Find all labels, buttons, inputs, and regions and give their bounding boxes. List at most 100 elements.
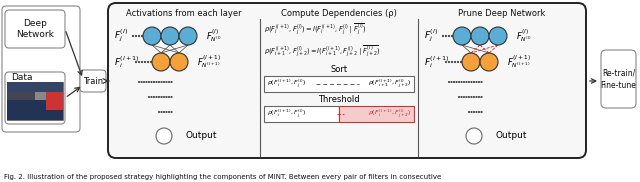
Circle shape xyxy=(166,111,167,113)
Bar xyxy=(264,76,414,92)
Circle shape xyxy=(466,81,467,83)
Circle shape xyxy=(147,61,149,63)
Text: Prune Deep Network: Prune Deep Network xyxy=(458,9,546,17)
Text: Data: Data xyxy=(12,72,33,82)
Text: $\rho(F_i^{(l+1)}, F_j^{(l)})$: $\rho(F_i^{(l+1)}, F_j^{(l)})$ xyxy=(267,78,306,90)
Text: $F_j^{(l)}$: $F_j^{(l)}$ xyxy=(424,28,438,44)
Circle shape xyxy=(158,111,160,113)
FancyBboxPatch shape xyxy=(5,72,65,124)
Circle shape xyxy=(478,111,480,113)
Bar xyxy=(264,106,339,122)
Circle shape xyxy=(461,96,462,98)
Circle shape xyxy=(161,111,163,113)
Text: $F_i^{(l+1)}$: $F_i^{(l+1)}$ xyxy=(424,54,450,70)
Text: $\rho(F_{i+1}^{(l+1)}, F_{j+2}^{(l)})$: $\rho(F_{i+1}^{(l+1)}, F_{j+2}^{(l)})$ xyxy=(367,78,411,90)
Text: Deep
Network: Deep Network xyxy=(16,19,54,39)
Text: $F_{N^{(l+1)}}^{(l+1)}$: $F_{N^{(l+1)}}^{(l+1)}$ xyxy=(197,54,221,70)
Text: Train: Train xyxy=(83,76,103,86)
Circle shape xyxy=(138,81,140,83)
Circle shape xyxy=(481,81,483,83)
Circle shape xyxy=(453,27,471,45)
Circle shape xyxy=(150,96,152,98)
Circle shape xyxy=(473,111,475,113)
Circle shape xyxy=(462,53,480,71)
Circle shape xyxy=(156,128,172,144)
Circle shape xyxy=(171,96,172,98)
Circle shape xyxy=(135,35,137,37)
Bar xyxy=(339,106,414,122)
Circle shape xyxy=(470,111,472,113)
Circle shape xyxy=(163,111,165,113)
Circle shape xyxy=(152,53,170,71)
Text: $F_{N^{(l+1)}}^{(l+1)}$: $F_{N^{(l+1)}}^{(l+1)}$ xyxy=(507,54,531,70)
Bar xyxy=(7,82,35,120)
FancyBboxPatch shape xyxy=(5,10,65,48)
Circle shape xyxy=(458,81,460,83)
Circle shape xyxy=(445,35,447,37)
Bar xyxy=(7,100,63,120)
Circle shape xyxy=(481,96,483,98)
Circle shape xyxy=(170,53,188,71)
Circle shape xyxy=(458,96,460,98)
Circle shape xyxy=(466,128,482,144)
Circle shape xyxy=(161,96,163,98)
Circle shape xyxy=(156,81,157,83)
Circle shape xyxy=(473,81,475,83)
Text: $F_{N^{(l)}}^{(l)}$: $F_{N^{(l)}}^{(l)}$ xyxy=(516,28,532,44)
Circle shape xyxy=(451,81,452,83)
Text: $\rho(F_i^{(l+1)}, F_{j+2}^{(l)})$: $\rho(F_i^{(l+1)}, F_{j+2}^{(l)})$ xyxy=(367,108,411,120)
Circle shape xyxy=(171,81,172,83)
Circle shape xyxy=(476,81,477,83)
Circle shape xyxy=(161,81,163,83)
Text: $F_i^{(l+1)}$: $F_i^{(l+1)}$ xyxy=(114,54,140,70)
Circle shape xyxy=(141,35,143,37)
Circle shape xyxy=(144,61,146,63)
Circle shape xyxy=(158,81,160,83)
Circle shape xyxy=(476,96,477,98)
Circle shape xyxy=(476,111,477,113)
Circle shape xyxy=(448,81,450,83)
Circle shape xyxy=(451,35,453,37)
Text: $F_j^{(l)}$: $F_j^{(l)}$ xyxy=(114,28,128,44)
Text: Activations from each layer: Activations from each layer xyxy=(126,9,242,17)
Circle shape xyxy=(460,61,462,63)
FancyBboxPatch shape xyxy=(601,50,636,108)
Circle shape xyxy=(451,61,453,63)
Bar xyxy=(7,82,63,120)
Circle shape xyxy=(470,81,472,83)
Circle shape xyxy=(456,81,458,83)
Circle shape xyxy=(453,81,455,83)
Circle shape xyxy=(179,27,197,45)
Circle shape xyxy=(171,111,172,113)
Circle shape xyxy=(163,81,165,83)
Text: Compute Dependencies (ρ): Compute Dependencies (ρ) xyxy=(281,9,397,17)
Circle shape xyxy=(168,81,170,83)
Text: $\rho(F_i^{(l+1)}, F_j^{(l)}) = I(F_i^{(l+1)}, F_j^{(l)} \mid \overline{F_j^{(l): $\rho(F_i^{(l+1)}, F_j^{(l)}) = I(F_i^{(… xyxy=(264,22,367,38)
Circle shape xyxy=(138,35,140,37)
Text: Output: Output xyxy=(186,132,218,141)
Circle shape xyxy=(448,35,450,37)
Circle shape xyxy=(141,81,142,83)
Circle shape xyxy=(158,96,160,98)
Circle shape xyxy=(468,81,470,83)
Circle shape xyxy=(166,96,167,98)
Circle shape xyxy=(481,111,483,113)
Text: $\rho(F_{i+1}^{(l+1)}, F_{j+2}^{(l)}) = I(F_{i+1}^{(l+1)}, F_{j+2}^{(l)} \mid \o: $\rho(F_{i+1}^{(l+1)}, F_{j+2}^{(l)}) = … xyxy=(264,44,381,60)
Circle shape xyxy=(143,81,145,83)
FancyBboxPatch shape xyxy=(108,3,586,158)
Circle shape xyxy=(143,27,161,45)
Circle shape xyxy=(144,35,146,37)
Circle shape xyxy=(148,96,150,98)
FancyBboxPatch shape xyxy=(80,70,106,92)
Circle shape xyxy=(448,61,450,63)
Text: Fig. 2. Illustration of the proposed strategy highlighting the components of MIN: Fig. 2. Illustration of the proposed str… xyxy=(4,174,441,180)
Circle shape xyxy=(471,27,489,45)
Text: Output: Output xyxy=(496,132,527,141)
Circle shape xyxy=(478,96,480,98)
Text: $\rho(F_i^{(l+1)}, F_j^{(l)})$: $\rho(F_i^{(l+1)}, F_j^{(l)})$ xyxy=(267,108,306,120)
Circle shape xyxy=(146,81,147,83)
Circle shape xyxy=(470,96,472,98)
Circle shape xyxy=(153,96,155,98)
Text: Sort: Sort xyxy=(330,66,348,74)
Circle shape xyxy=(468,96,470,98)
